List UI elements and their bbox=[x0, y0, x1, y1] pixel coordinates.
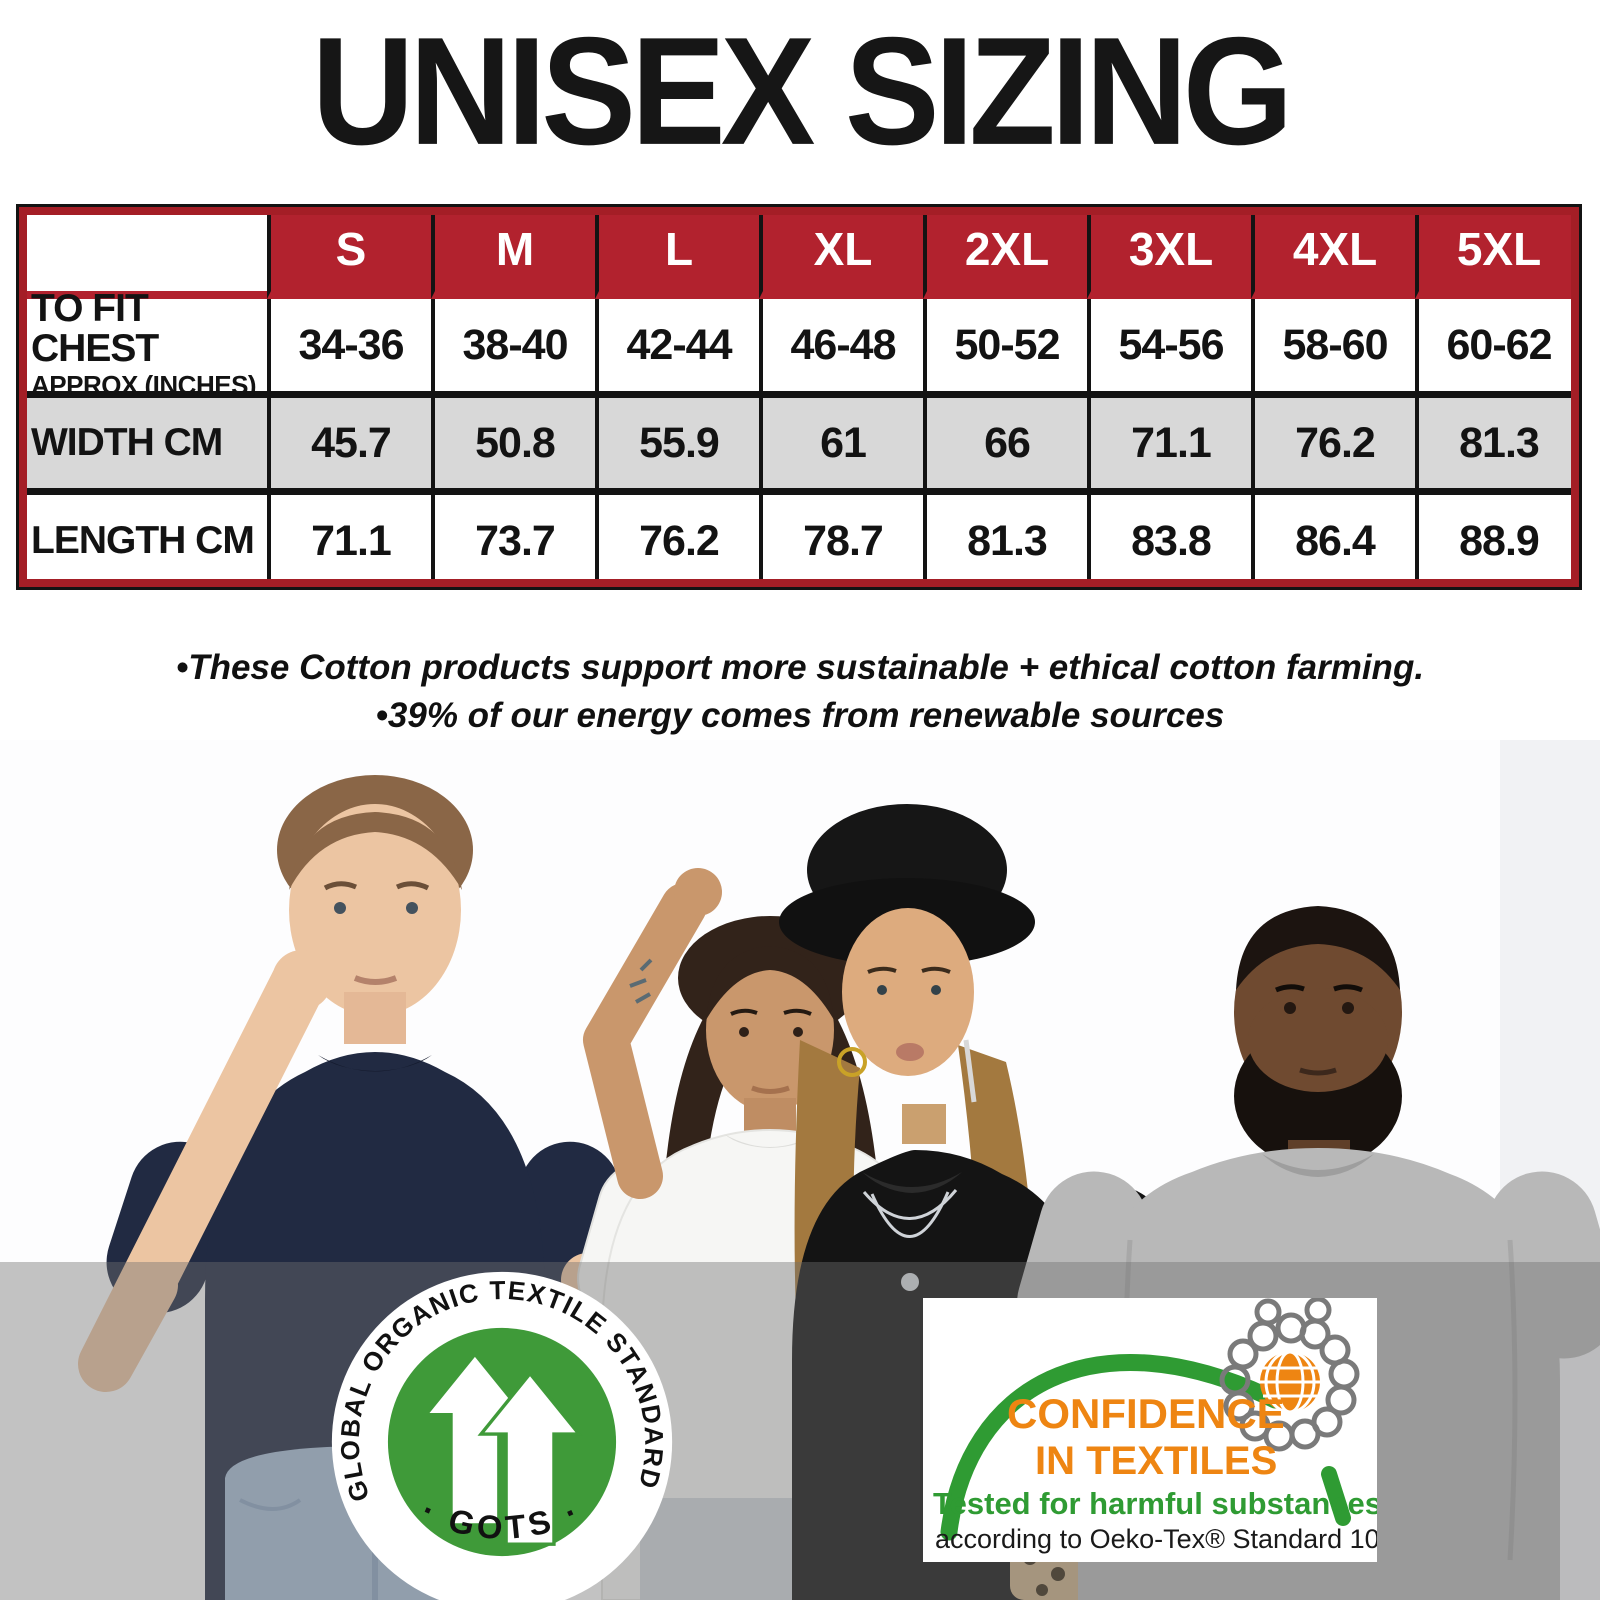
oeko-logo-background bbox=[923, 1298, 1377, 1562]
row-sublabel-text: APPROX (INCHES) bbox=[31, 370, 257, 401]
row-label-text: WIDTH CM bbox=[31, 421, 223, 465]
row-label-text: LENGTH CM bbox=[31, 519, 255, 563]
oeko-line1: CONFIDENCE bbox=[1007, 1390, 1285, 1437]
table-header-size: 5XL bbox=[1415, 207, 1579, 299]
table-cell: 58-60 bbox=[1251, 299, 1415, 398]
sizing-table: S M L XL 2XL 3XL 4XL 5XL TO FIT CHEST AP… bbox=[16, 204, 1582, 590]
oeko-line3: Tested for harmful substances bbox=[933, 1486, 1377, 1521]
table-header-size: 3XL bbox=[1087, 207, 1251, 299]
sustainability-notes: •These Cotton products support more sust… bbox=[0, 644, 1600, 741]
table-header-size: 2XL bbox=[923, 207, 1087, 299]
table-cell: 83.8 bbox=[1087, 495, 1251, 587]
row-label-length: LENGTH CM bbox=[19, 495, 267, 587]
gots-logo: GLOBAL ORGANIC TEXTILE STANDARD · GOTS · bbox=[326, 1268, 678, 1616]
page-title: UNISEX SIZING bbox=[311, 5, 1294, 178]
table-cell: 76.2 bbox=[1251, 398, 1415, 495]
table-cell: 71.1 bbox=[1087, 398, 1251, 495]
gots-twin-shirt-icon bbox=[429, 1356, 583, 1546]
table-cell: 86.4 bbox=[1251, 495, 1415, 587]
table-cell: 50.8 bbox=[431, 398, 595, 495]
table-cell: 55.9 bbox=[595, 398, 759, 495]
table-header-size: 4XL bbox=[1251, 207, 1415, 299]
table-cell: 88.9 bbox=[1415, 495, 1579, 587]
table-cell: 76.2 bbox=[595, 495, 759, 587]
gots-inner-circle bbox=[387, 1327, 617, 1557]
table-cell: 34-36 bbox=[267, 299, 431, 398]
table-header-size: XL bbox=[759, 207, 923, 299]
table-cell: 81.3 bbox=[1415, 398, 1579, 495]
table-header-blank bbox=[19, 207, 267, 299]
oeko-tex-logo: CONFIDENCE IN TEXTILES Tested for harmfu… bbox=[923, 1296, 1395, 1562]
table-cell: 45.7 bbox=[267, 398, 431, 495]
oeko-line2: IN TEXTILES bbox=[1035, 1439, 1277, 1483]
table-cell: 61 bbox=[759, 398, 923, 495]
table-cell: 42-44 bbox=[595, 299, 759, 398]
table-cell: 50-52 bbox=[923, 299, 1087, 398]
table-cell: 81.3 bbox=[923, 495, 1087, 587]
table-cell: 54-56 bbox=[1087, 299, 1251, 398]
table-cell: 60-62 bbox=[1415, 299, 1579, 398]
note-line: •39% of our energy comes from renewable … bbox=[375, 696, 1225, 736]
table-cell: 78.7 bbox=[759, 495, 923, 587]
table-header-size: M bbox=[431, 207, 595, 299]
row-label-text: TO FIT CHEST bbox=[31, 286, 159, 370]
oeko-green-arc-stub bbox=[1321, 1466, 1351, 1526]
oeko-green-arc bbox=[940, 1354, 1284, 1541]
table-cell: 71.1 bbox=[267, 495, 431, 587]
row-label-width: WIDTH CM bbox=[19, 398, 267, 495]
oeko-line4: according to Oeko-Tex® Standard 100 bbox=[935, 1524, 1377, 1554]
table-header-size: L bbox=[595, 207, 759, 299]
note-line: •These Cotton products support more sust… bbox=[175, 648, 1425, 687]
table-cell: 38-40 bbox=[431, 299, 595, 398]
table-header-size: S bbox=[267, 207, 431, 299]
table-cell: 73.7 bbox=[431, 495, 595, 587]
row-label-chest: TO FIT CHEST APPROX (INCHES) bbox=[19, 288, 267, 401]
table-cell: 66 bbox=[923, 398, 1087, 495]
table-cell: 46-48 bbox=[759, 299, 923, 398]
oeko-globe-mandala-icon bbox=[1219, 1296, 1360, 1452]
